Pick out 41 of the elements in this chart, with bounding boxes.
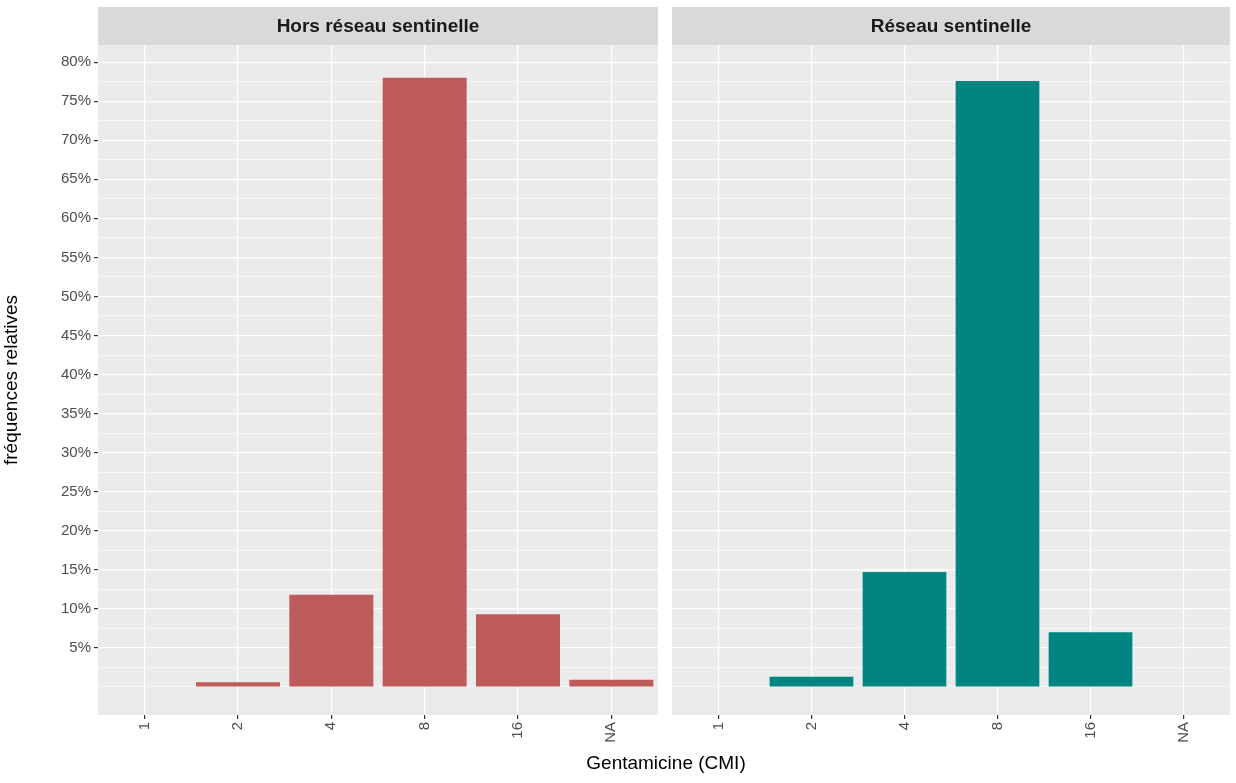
bar xyxy=(382,77,467,687)
y-tick-label: 70% xyxy=(60,130,91,148)
y-tick-label: 80% xyxy=(60,52,91,70)
x-tick-label: 16 xyxy=(1080,722,1098,739)
y-tick-label: 50% xyxy=(60,286,91,304)
bar xyxy=(289,594,374,687)
chart-title: Réseau sentinelle xyxy=(870,15,1032,37)
x-tick-label: 2 xyxy=(228,722,246,731)
x-axis-title: Gentamicine (CMI) xyxy=(585,752,747,774)
bar xyxy=(862,572,947,687)
x-tick-label: 8 xyxy=(414,722,432,731)
y-tick-label: 65% xyxy=(60,169,91,187)
x-tick-label: 1 xyxy=(708,722,726,731)
bar xyxy=(769,676,854,687)
y-tick-label: 40% xyxy=(60,364,91,382)
bar xyxy=(476,614,560,687)
x-tick-label: 16 xyxy=(508,722,526,739)
bar xyxy=(1048,632,1133,687)
y-tick-label: 45% xyxy=(60,325,91,343)
x-tick-label: 4 xyxy=(321,722,339,731)
y-tick-label: 35% xyxy=(60,403,91,421)
y-tick-label: 30% xyxy=(60,442,91,460)
x-tick-label: 8 xyxy=(987,722,1005,731)
x-tick-label: 4 xyxy=(894,722,912,731)
chart-title: Hors réseau sentinelle xyxy=(276,15,480,37)
bar xyxy=(569,679,654,687)
y-tick-label: 60% xyxy=(60,208,91,226)
x-tick-label: 2 xyxy=(801,722,819,731)
x-tick-label: 1 xyxy=(134,722,152,731)
x-tick-label: NA xyxy=(1173,722,1191,743)
y-tick-label: 25% xyxy=(60,481,91,499)
y-tick-label: 15% xyxy=(60,559,91,577)
y-tick-label: 75% xyxy=(60,91,91,109)
bar xyxy=(955,80,1040,687)
y-tick-label: 55% xyxy=(60,247,91,265)
y-axis-title: fréquences relatives xyxy=(0,294,21,466)
y-tick-label: 20% xyxy=(60,520,91,538)
y-tick-label: 5% xyxy=(69,637,91,655)
x-tick-label: NA xyxy=(601,722,619,743)
y-tick-label: 10% xyxy=(60,598,91,616)
bar xyxy=(196,682,280,687)
